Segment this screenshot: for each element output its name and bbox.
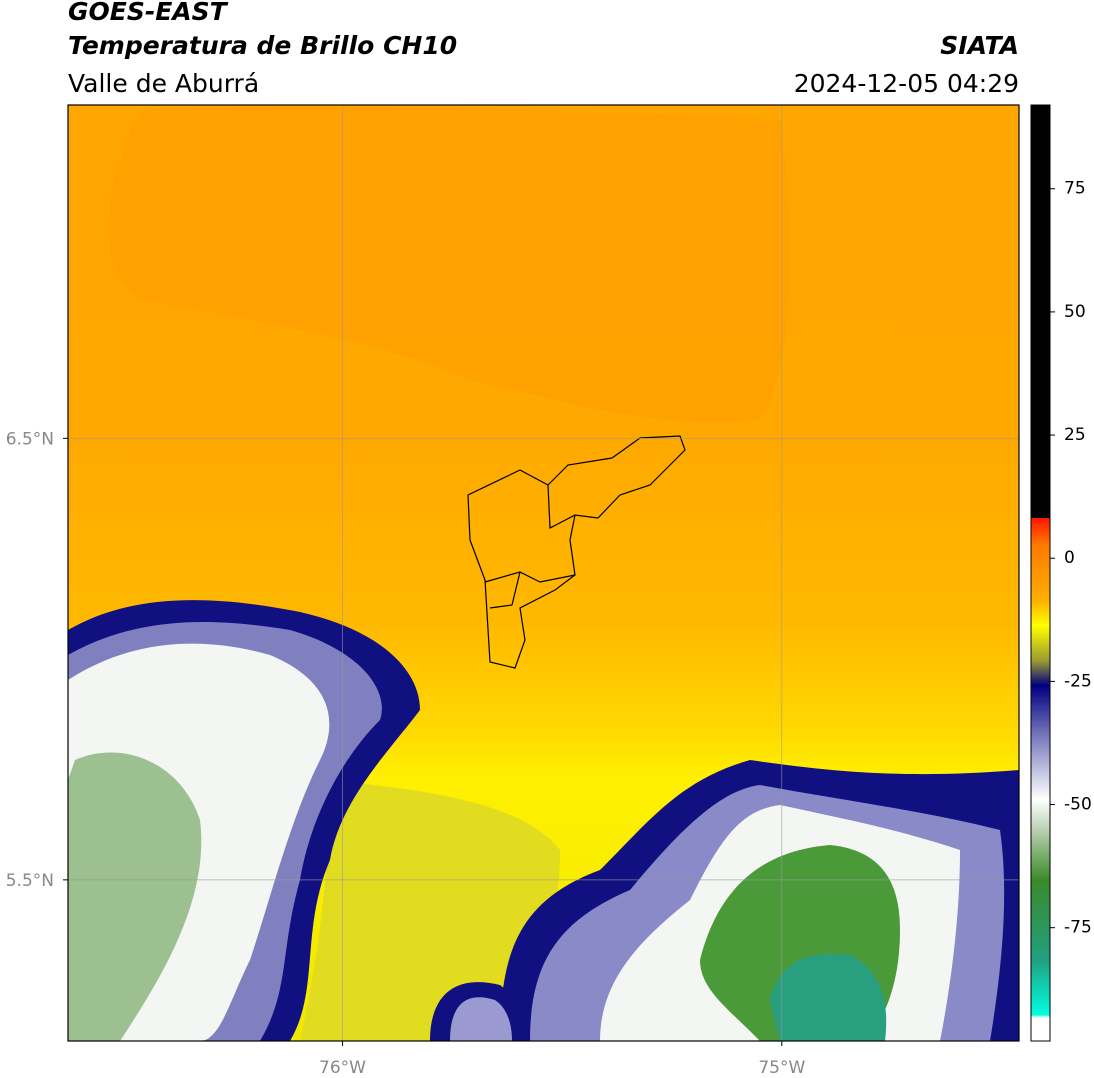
y-tick-label: 5.5°N xyxy=(6,871,54,891)
region: Valle de Aburrá xyxy=(68,69,259,98)
map-image xyxy=(68,105,1019,1041)
map-frame xyxy=(67,104,1020,1042)
x-tick-label: 75°W xyxy=(758,1058,805,1078)
colorbar-tick-label: 0 xyxy=(1064,548,1075,568)
colorbar-tick-label: 25 xyxy=(1064,425,1086,445)
colorbar-ticks: 75 50 25 0 -25 -50 -75 xyxy=(1050,179,1092,938)
colorbar-tick-label: -25 xyxy=(1064,671,1092,691)
datetime: 2024-12-05 04:29 xyxy=(794,69,1019,98)
colorbar-tick-label: -50 xyxy=(1064,795,1092,815)
subtitle: Temperatura de Brillo CH10 xyxy=(68,31,457,60)
colorbar-tick-label: 75 xyxy=(1064,179,1086,199)
colorbar-tick-label: -75 xyxy=(1064,918,1092,938)
grid: 76°W 75°W 6.5°N 5.5°N xyxy=(6,105,1019,1078)
title: GOES-EAST xyxy=(68,0,229,26)
colorbar-tick-label: 50 xyxy=(1064,302,1086,322)
x-tick-label: 76°W xyxy=(319,1058,366,1078)
colorbar xyxy=(1030,104,1051,1042)
y-tick-label: 6.5°N xyxy=(6,429,54,449)
source: SIATA xyxy=(940,31,1019,60)
